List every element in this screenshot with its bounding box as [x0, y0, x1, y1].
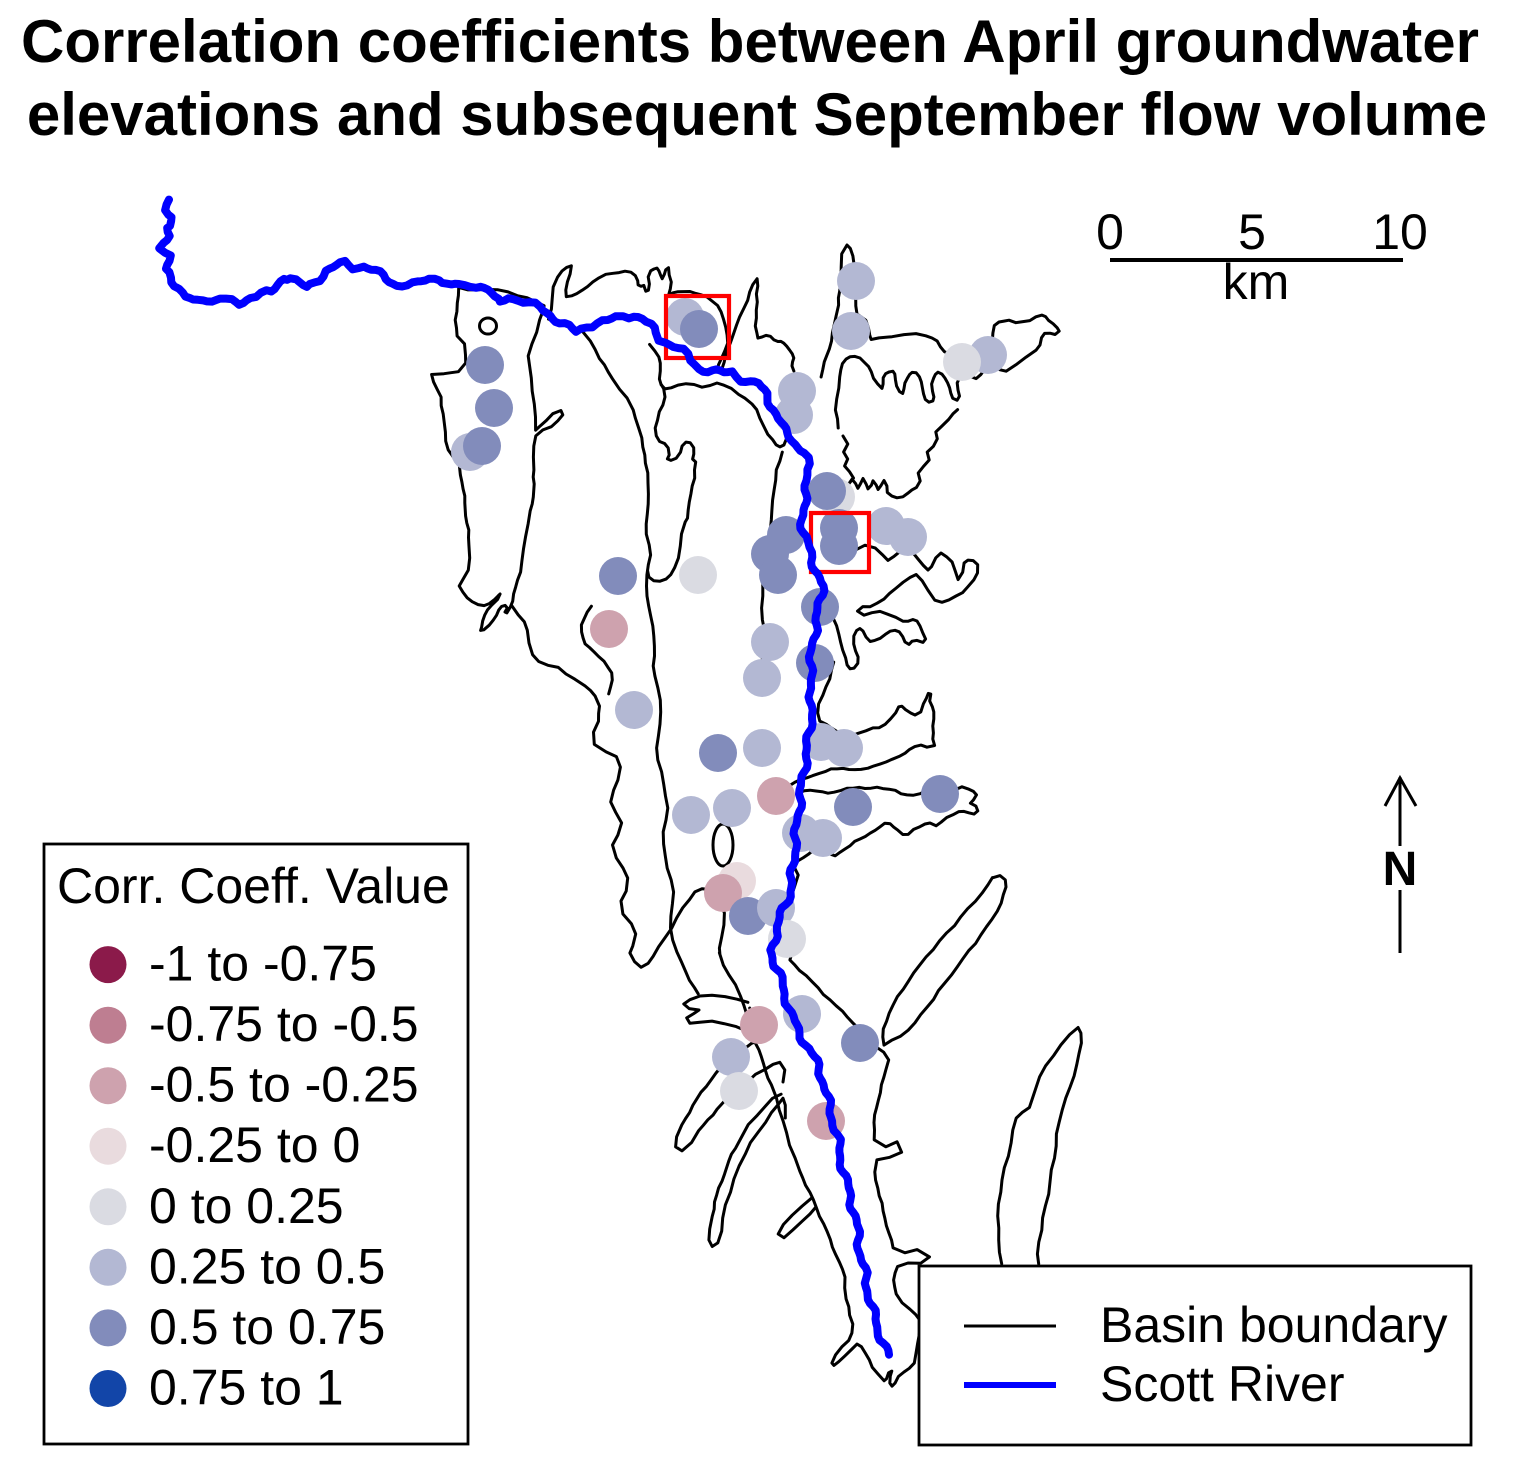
svg-text:N: N	[1383, 843, 1418, 896]
svg-text:0 to 0.25: 0 to 0.25	[149, 1178, 344, 1234]
svg-text:5: 5	[1238, 204, 1266, 260]
svg-text:0.5 to 0.75: 0.5 to 0.75	[149, 1299, 385, 1355]
svg-text:-1 to -0.75: -1 to -0.75	[149, 936, 377, 992]
svg-text:Corr. Coeff. Value: Corr. Coeff. Value	[57, 858, 450, 914]
svg-text:-0.25 to 0: -0.25 to 0	[149, 1117, 360, 1173]
svg-text:0.25 to 0.5: 0.25 to 0.5	[149, 1238, 385, 1294]
svg-text:km: km	[1223, 254, 1290, 310]
svg-text:Scott River: Scott River	[1100, 1356, 1345, 1412]
svg-text:-0.5 to -0.25: -0.5 to -0.25	[149, 1057, 419, 1113]
svg-text:-0.75 to -0.5: -0.75 to -0.5	[149, 996, 419, 1052]
svg-text:0: 0	[1096, 204, 1124, 260]
svg-text:elevations and subsequent Sept: elevations and subsequent September flow…	[27, 81, 1487, 148]
svg-text:Basin boundary: Basin boundary	[1100, 1297, 1447, 1353]
svg-text:0.75 to 1: 0.75 to 1	[149, 1360, 344, 1416]
svg-text:Correlation coefficients betwe: Correlation coefficients between April g…	[21, 8, 1479, 75]
svg-text:10: 10	[1372, 204, 1428, 260]
